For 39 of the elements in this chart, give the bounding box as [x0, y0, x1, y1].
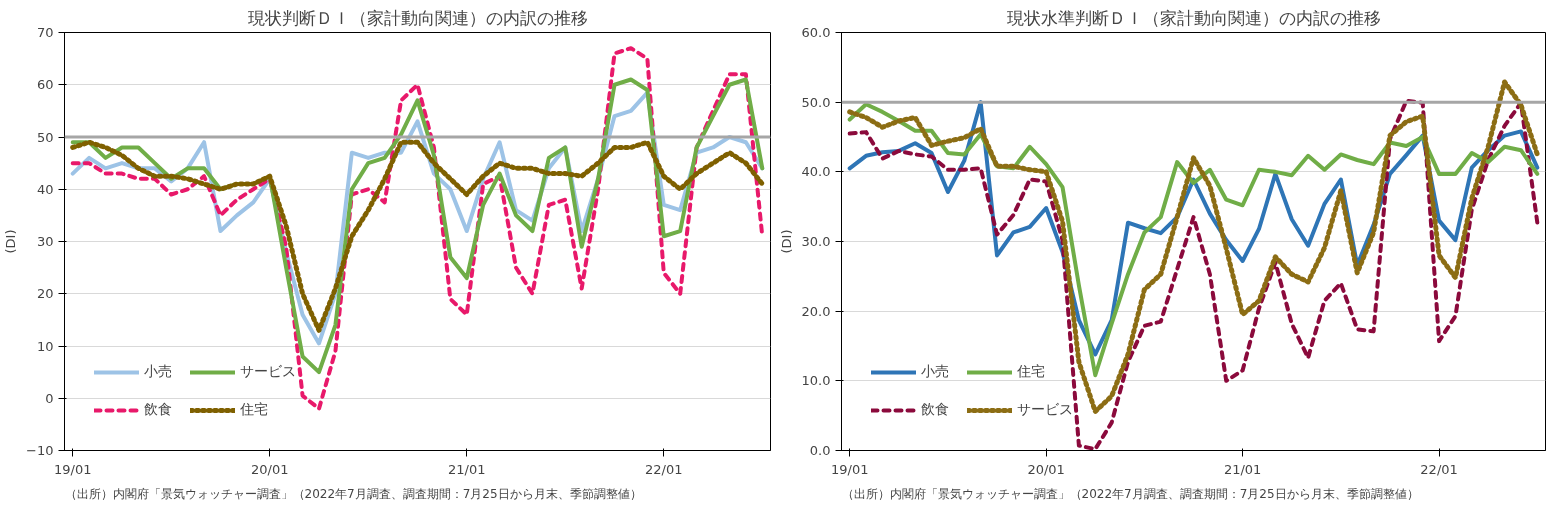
chart-title: 現状判断ＤＩ（家計動向関連）の内訳の推移 — [247, 7, 588, 28]
y-tick-label: 60.0 — [801, 25, 831, 40]
x-tick-label: 21/01 — [1223, 461, 1262, 477]
x-tick-label: 21/01 — [448, 461, 486, 477]
x-tick-label: 22/01 — [1420, 461, 1458, 477]
legend-label: 飲食 — [144, 401, 172, 419]
y-tick-label: 10.0 — [801, 373, 831, 389]
y-tick-label: 40.0 — [801, 164, 831, 180]
x-tick-label: 19/01 — [53, 461, 92, 477]
x-tick-label: 22/01 — [645, 461, 683, 477]
legend-label: サービス — [240, 363, 296, 381]
legend-label: 小売 — [144, 363, 172, 381]
legend-label: サービス — [1017, 401, 1073, 419]
legend-label: 飲食 — [921, 401, 949, 419]
y-tick-label: 40 — [36, 181, 54, 197]
y-axis-title: (DI) — [778, 229, 794, 254]
text: （出所）内閣府「景気ウォッチャー調査」（2022年7月調査、調査期間：7月25日から月末、季節調整値） — [841, 486, 1419, 501]
y-tick-label: 70 — [36, 25, 54, 40]
x-tick-label: 20/01 — [1027, 461, 1065, 477]
y-tick-label: 0.0 — [809, 443, 831, 458]
y-tick-label: 30.0 — [801, 234, 831, 249]
y-tick-label: 20 — [36, 286, 54, 302]
x-tick-label: 19/01 — [830, 461, 869, 477]
line-series — [847, 98, 1540, 451]
y-tick-label: 0 — [45, 390, 54, 406]
legend-label: 住宅 — [240, 401, 268, 419]
text: （出所）内閣府「景気ウォッチャー調査」（2022年7月調査、調査期間：7月25日から月末、季節調整値） — [64, 486, 642, 501]
y-axis-title: (DI) — [3, 229, 19, 254]
y-tick-label: 10 — [36, 338, 54, 354]
y-tick-label: 50 — [36, 129, 54, 145]
x-tick-label: 20/01 — [251, 461, 289, 477]
y-tick-label: −10 — [26, 443, 54, 458]
chart-title: 現状水準判断ＤＩ（家計動向関連）の内訳の推移 — [1006, 7, 1381, 28]
y-tick-label: 50.0 — [801, 94, 831, 110]
legend-label: 住宅 — [1017, 363, 1045, 381]
y-tick-label: 60 — [36, 77, 54, 93]
y-tick-label: 20.0 — [801, 303, 831, 319]
legend-label: 小売 — [921, 363, 949, 381]
y-tick-label: 30 — [36, 234, 54, 249]
